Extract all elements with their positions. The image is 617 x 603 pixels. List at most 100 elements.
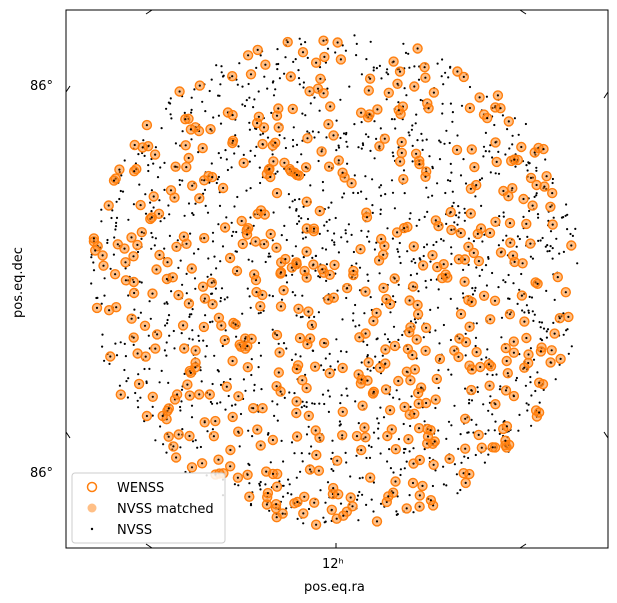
nvss-point [151,395,154,398]
wenss-point [313,465,325,476]
nvss-point [363,312,366,315]
wenss-point [337,406,348,417]
nvss-point [514,165,517,168]
nvss-point [151,414,154,417]
nvss-point [273,414,276,417]
wenss-point [323,161,335,172]
nvss-point [219,401,222,404]
wenss-point [363,85,374,96]
nvss-point [259,354,262,357]
nvss-point [475,266,478,269]
nvss-point [132,203,135,206]
nvss-point [461,292,465,295]
nvss-point [415,113,418,116]
nvss-point [209,400,212,404]
nvss-point [306,130,309,133]
nvss-point [161,414,164,417]
nvss-point [285,347,288,350]
nvss-point [389,409,392,412]
nvss-point [464,354,467,357]
nvss-point [336,360,339,363]
nvss-point [238,62,241,65]
wenss-point [291,396,302,407]
wenss-point [204,389,216,400]
nvss-point [159,220,162,223]
wenss-point [546,345,557,356]
nvss-point [502,211,505,214]
nvss-point [244,389,247,392]
wenss-point [324,269,335,280]
nvss-point [313,315,316,318]
nvss-point [475,423,478,426]
nvss-point [211,303,214,306]
nvss-point [219,156,222,159]
nvss-point [442,465,445,468]
nvss-point [322,368,325,372]
nvss-point [532,358,536,361]
nvss-point [194,439,197,442]
wenss-point [186,263,198,274]
nvss-point [309,102,312,105]
nvss-point [132,336,135,339]
nvss-point [313,96,316,99]
nvss-point [528,209,531,213]
nvss-point [237,395,240,398]
nvss-point [153,244,156,247]
nvss-point [250,358,253,361]
wenss-point [282,36,293,48]
nvss-point [512,351,516,354]
wenss-point [554,313,565,324]
nvss-point [133,170,136,173]
nvss-point [281,512,284,515]
wenss-point [314,432,325,443]
nvss-point [90,256,93,259]
nvss-point [391,151,394,154]
nvss-point [422,254,425,258]
nvss-point [339,136,342,140]
nvss-point [486,348,489,351]
wenss-point [103,200,114,211]
nvss-point [277,126,280,129]
nvss-point [291,291,294,294]
nvss-point [416,47,419,50]
wenss-point [527,200,538,211]
nvss-point [111,209,114,212]
nvss-point [294,245,297,248]
nvss-point [123,159,126,162]
nvss-point [471,293,475,296]
nvss-point [457,258,460,261]
nvss-point [464,387,467,390]
tick-bottom-right [519,543,527,549]
nvss-point [159,425,162,428]
nvss-point [384,193,387,196]
nvss-point [177,294,180,297]
nvss-point [231,415,234,418]
wenss-point [490,216,501,228]
nvss-point [256,48,259,52]
nvss-point [551,223,554,226]
nvss-point [356,191,360,195]
nvss-point [102,264,105,267]
nvss-point [361,493,364,496]
nvss-point [309,337,312,340]
wenss-point [547,187,558,199]
nvss-point [361,404,364,407]
nvss-point [314,269,317,272]
nvss-point [346,145,349,148]
nvss-point [442,239,445,242]
nvss-point [520,272,523,276]
nvss-point [437,225,440,228]
nvss-point [299,316,302,319]
nvss-point [285,507,288,510]
nvss-point [253,154,257,157]
wenss-point [332,455,343,466]
wenss-point [318,35,329,46]
wenss-point [555,353,566,365]
nvss-point [163,161,166,164]
nvss-point [130,236,133,239]
nvss-point [373,157,376,160]
wenss-point [300,162,312,173]
nvss-point [190,416,194,419]
nvss-point [152,162,155,165]
nvss-point [409,405,412,408]
